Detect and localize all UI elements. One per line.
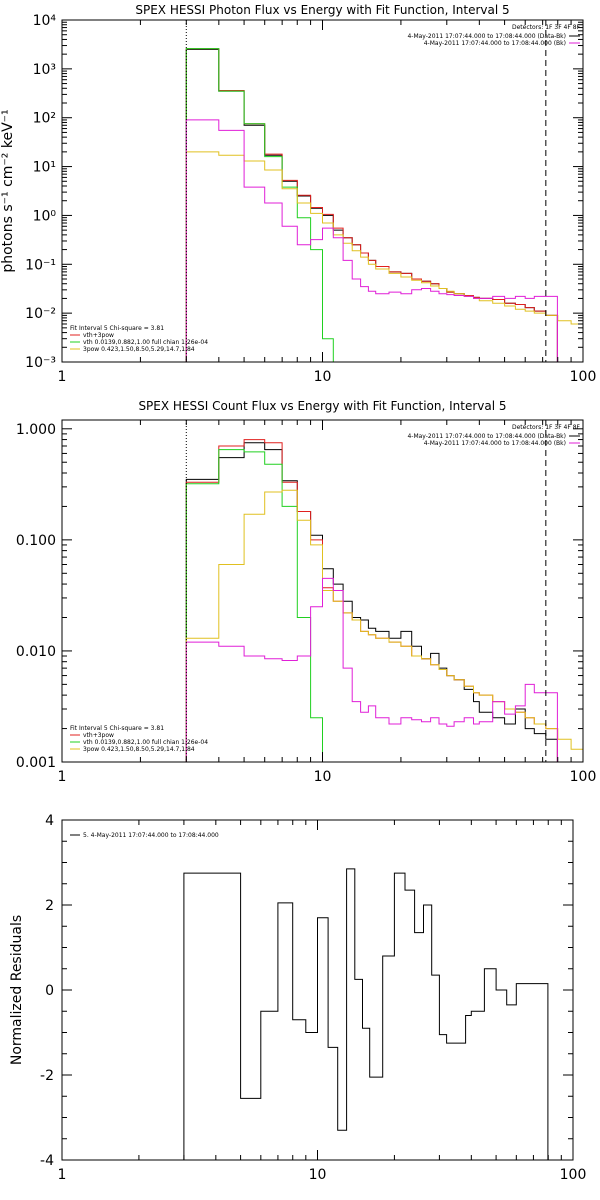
chart-title: SPEX HESSI Count Flux vs Energy with Fit…	[138, 399, 506, 413]
x-tick-label: 100	[560, 1167, 587, 1183]
y-tick-label: 1.000	[16, 422, 56, 438]
y-tick-label: 10⁻¹	[25, 257, 56, 273]
legend-entry-label: 5. 4-May-2011 17:07:44.000 to 17:08:44.0…	[83, 832, 219, 839]
y-tick-label: 10¹	[33, 160, 56, 176]
y-tick-label: 10⁻³	[25, 355, 56, 371]
series-line-0	[185, 48, 558, 362]
y-tick-label: 10³	[33, 62, 56, 78]
y-tick-label: 10²	[33, 111, 56, 127]
series-line-0	[185, 442, 558, 762]
series-line-3	[185, 489, 583, 762]
legend-header: Detectors: 1F 3F 4F 8F	[512, 24, 581, 31]
legend-entry-label: 3pow 0.423,1.50,8.50,5.29,14.7,1.84	[83, 746, 195, 753]
series-line-1	[185, 48, 558, 362]
x-tick-label: 100	[570, 369, 597, 385]
legend-entry-label: 4-May-2011 17:07:44.000 to 17:08:44.000 …	[407, 433, 566, 440]
x-tick-label: 100	[570, 769, 597, 785]
x-tick-label: 10	[314, 769, 332, 785]
legend-entry-label: vth+3pow	[83, 732, 114, 739]
legend-entry-label: 4-May-2011 17:07:44.000 to 17:08:44.000 …	[407, 33, 566, 40]
legend-header: Detectors: 1F 3F 4F 8F	[512, 424, 581, 431]
legend-entry-label: 4-May-2011 17:07:44.000 to 17:08:44.000 …	[424, 40, 566, 47]
residuals-chart: 1 10 100 -4 -2 0 2 4 Normalized Residuals 5. 4-Ma…	[9, 813, 586, 1183]
series-line-2	[185, 48, 345, 362]
y-tick-label: 4	[45, 813, 54, 829]
y-tick-label: 0.001	[16, 755, 56, 771]
count-flux-chart: SPEX HESSI Count Flux vs Energy with Fit…	[16, 399, 596, 785]
y-tick-label: 0	[45, 983, 54, 999]
y-tick-label: 0.010	[16, 644, 56, 660]
x-tick-label: 10	[309, 1167, 327, 1183]
legend-header: Fit Interval 5 Chi-square = 3.81	[70, 325, 164, 332]
series-line-3	[185, 151, 583, 362]
series-line-4	[185, 577, 558, 762]
y-axis-title: Normalized Residuals	[9, 915, 25, 1065]
series-group	[185, 48, 583, 362]
series-line-4	[185, 119, 558, 362]
x-tick-label: 10	[314, 369, 332, 385]
x-tick-label: 1	[58, 769, 67, 785]
legend-entry-label: vth 0.0139,0.882,1.00 full chian 1.26e-0…	[83, 739, 208, 746]
x-tick-label: 1	[58, 369, 67, 385]
y-tick-label: 10⁰	[33, 208, 57, 224]
series-line-0	[183, 868, 549, 1160]
legend-entry-label: 3pow 0.423,1.50,8.50,5.29,14.7,1.84	[83, 346, 195, 353]
y-tick-label: 10⁴	[33, 13, 57, 29]
y-tick-label: -4	[40, 1153, 54, 1169]
x-tick-label: 1	[58, 1167, 67, 1183]
legend-entry-label: vth 0.0139,0.882,1.00 full chian 1.26e-0…	[83, 339, 208, 346]
y-tick-label: 0.100	[16, 533, 56, 549]
series-line-2	[185, 449, 335, 762]
series-group	[183, 868, 549, 1160]
y-tick-label: 2	[45, 898, 54, 914]
legend-header: Fit Interval 5 Chi-square = 3.81	[70, 725, 164, 732]
y-tick-label: -2	[40, 1068, 54, 1084]
legend-entry-label: vth+3pow	[83, 332, 114, 339]
series-line-1	[185, 439, 558, 762]
legend-entry-label: 4-May-2011 17:07:44.000 to 17:08:44.000 …	[424, 440, 566, 447]
y-tick-label: 10⁻²	[25, 306, 56, 322]
series-group	[185, 439, 583, 762]
chart-title: SPEX HESSI Photon Flux vs Energy with Fi…	[135, 3, 509, 17]
photon-flux-chart: SPEX HESSI Photon Flux vs Energy with Fi…	[0, 3, 596, 385]
y-axis-title: photons s⁻¹ cm⁻² keV⁻¹	[0, 109, 16, 272]
